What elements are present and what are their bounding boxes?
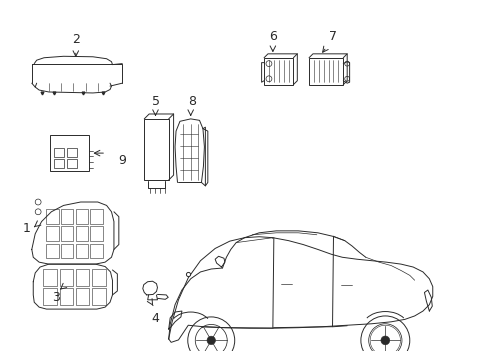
Bar [46,209,59,224]
Bar [61,209,73,224]
Bar [54,148,63,157]
Bar [61,226,73,241]
Text: 2: 2 [72,32,80,45]
Bar [90,244,102,258]
Text: 8: 8 [188,95,196,108]
Bar [92,269,105,286]
Bar [46,226,59,241]
Text: 6: 6 [268,30,276,43]
Bar [67,159,77,168]
Bar [50,135,89,171]
Text: 9: 9 [118,154,126,167]
Bar [76,244,88,258]
Circle shape [206,336,215,345]
Bar [60,269,73,286]
Bar [90,209,102,224]
Bar [67,148,77,157]
Text: 7: 7 [328,30,336,43]
Bar [61,244,73,258]
Bar [43,288,57,305]
Bar [54,159,63,168]
Bar [264,58,293,85]
Bar [46,244,59,258]
Text: 4: 4 [151,312,159,325]
Bar [76,209,88,224]
Bar [90,226,102,241]
Bar [144,119,168,180]
Circle shape [380,336,389,345]
Bar [76,269,89,286]
Bar [43,269,57,286]
Text: 3: 3 [52,292,60,305]
Text: 5: 5 [151,95,159,108]
Bar [76,288,89,305]
Bar [60,288,73,305]
Text: 1: 1 [22,222,30,235]
Bar [76,226,88,241]
Bar [308,58,343,85]
Bar [92,288,105,305]
